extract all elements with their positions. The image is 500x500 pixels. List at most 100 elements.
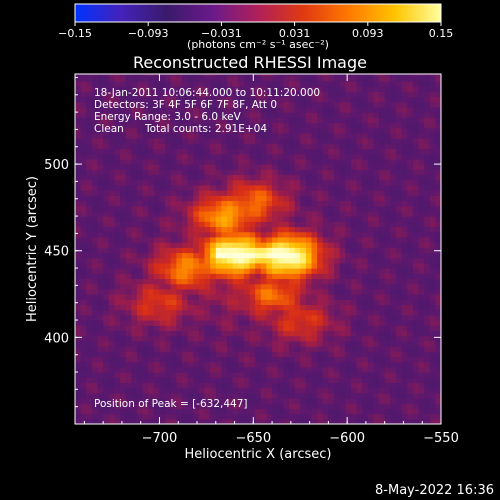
heatmap-cell — [136, 377, 144, 384]
heatmap-cell — [390, 356, 397, 363]
heatmap-cell — [103, 335, 110, 342]
heatmap-cell — [176, 273, 183, 280]
heatmap-cell — [350, 164, 358, 170]
heatmap-cell — [91, 299, 99, 306]
heatmap-cell — [339, 122, 346, 129]
heatmap-cell — [294, 112, 301, 118]
heatmap-cell — [97, 91, 104, 98]
heatmap-cell — [395, 408, 403, 415]
heatmap-cell — [221, 403, 228, 410]
heatmap-cell — [311, 356, 318, 363]
heatmap-cell — [204, 314, 211, 321]
heatmap-cell — [165, 96, 172, 103]
heatmap-cell — [328, 184, 335, 191]
heatmap-cell — [334, 127, 341, 134]
heatmap-cell — [238, 101, 245, 108]
heatmap-cell — [277, 377, 284, 384]
heatmap-cell — [97, 325, 104, 332]
heatmap-cell — [75, 392, 82, 399]
heatmap-cell — [418, 231, 425, 238]
heatmap-cell — [215, 252, 222, 259]
heatmap-cell — [181, 86, 189, 92]
heatmap-cell — [142, 164, 149, 170]
heatmap-cell — [221, 242, 228, 248]
heatmap-cell — [334, 242, 341, 248]
heatmap-cell — [362, 106, 369, 113]
heatmap-cell — [424, 195, 431, 202]
heatmap-cell — [272, 231, 279, 238]
heatmap-cell — [345, 106, 352, 113]
heatmap-cell — [255, 169, 262, 176]
heatmap-cell — [148, 91, 155, 98]
heatmap-cell — [272, 335, 279, 342]
heatmap-cell — [170, 403, 177, 410]
heatmap-cell — [75, 408, 82, 415]
x-tick-label: −550 — [423, 431, 459, 446]
heatmap-cell — [350, 361, 358, 368]
heatmap-cell — [412, 122, 420, 129]
heatmap-cell — [193, 158, 200, 165]
heatmap-cell — [334, 335, 341, 342]
heatmap-cell — [288, 392, 296, 399]
heatmap-cell — [407, 195, 414, 202]
heatmap-cell — [390, 346, 397, 352]
heatmap-cell — [210, 242, 217, 248]
heatmap-cell — [221, 132, 228, 139]
heatmap-cell — [305, 226, 313, 233]
heatmap-cell — [232, 247, 239, 254]
heatmap-cell — [170, 122, 177, 129]
heatmap-cell — [176, 247, 183, 254]
heatmap-cell — [153, 80, 161, 87]
heatmap-cell — [227, 242, 234, 248]
heatmap-cell — [91, 112, 99, 118]
heatmap-cell — [339, 377, 346, 384]
heatmap-cell — [86, 413, 93, 420]
heatmap-cell — [255, 236, 262, 243]
heatmap-cell — [210, 340, 217, 347]
heatmap-cell — [412, 314, 420, 321]
heatmap-cell — [221, 314, 228, 321]
heatmap-cell — [317, 278, 324, 285]
heatmap-cell — [379, 398, 386, 404]
heatmap-cell — [75, 226, 82, 233]
heatmap-cell — [407, 377, 414, 384]
heatmap-cell — [86, 195, 93, 202]
heatmap-cell — [305, 356, 313, 363]
heatmap-cell — [266, 210, 273, 217]
heatmap-cell — [300, 153, 307, 160]
heatmap-cell — [283, 127, 290, 134]
heatmap-cell — [215, 262, 222, 269]
heatmap-cell — [277, 408, 284, 415]
heatmap-cell — [266, 273, 273, 280]
heatmap-cell — [334, 80, 341, 87]
heatmap-cell — [193, 268, 200, 274]
heatmap-cell — [418, 413, 425, 420]
heatmap-cell — [159, 382, 166, 389]
heatmap-cell — [80, 356, 87, 363]
heatmap-cell — [125, 86, 132, 92]
heatmap-cell — [272, 91, 279, 98]
heatmap-cell — [317, 418, 324, 424]
heatmap-cell — [407, 288, 414, 295]
heatmap-cell — [362, 236, 369, 243]
heatmap-cell — [120, 403, 127, 410]
heatmap-cell — [277, 351, 284, 358]
heatmap-cell — [80, 382, 87, 389]
heatmap-cell — [356, 346, 363, 352]
heatmap-cell — [232, 288, 239, 295]
heatmap-cell — [136, 288, 144, 295]
heatmap-cell — [114, 86, 121, 92]
heatmap-cell — [75, 340, 82, 347]
heatmap-cell — [350, 392, 358, 399]
heatmap-cell — [345, 257, 352, 264]
heatmap-cell — [260, 242, 268, 248]
heatmap-cell — [362, 80, 369, 87]
heatmap-cell — [148, 164, 155, 170]
heatmap-cell — [153, 205, 161, 212]
heatmap-cell — [165, 361, 172, 368]
heatmap-cell — [412, 221, 420, 228]
heatmap-cell — [238, 190, 245, 196]
heatmap-cell — [300, 200, 307, 207]
heatmap-cell — [379, 164, 386, 170]
heatmap-cell — [103, 91, 110, 98]
